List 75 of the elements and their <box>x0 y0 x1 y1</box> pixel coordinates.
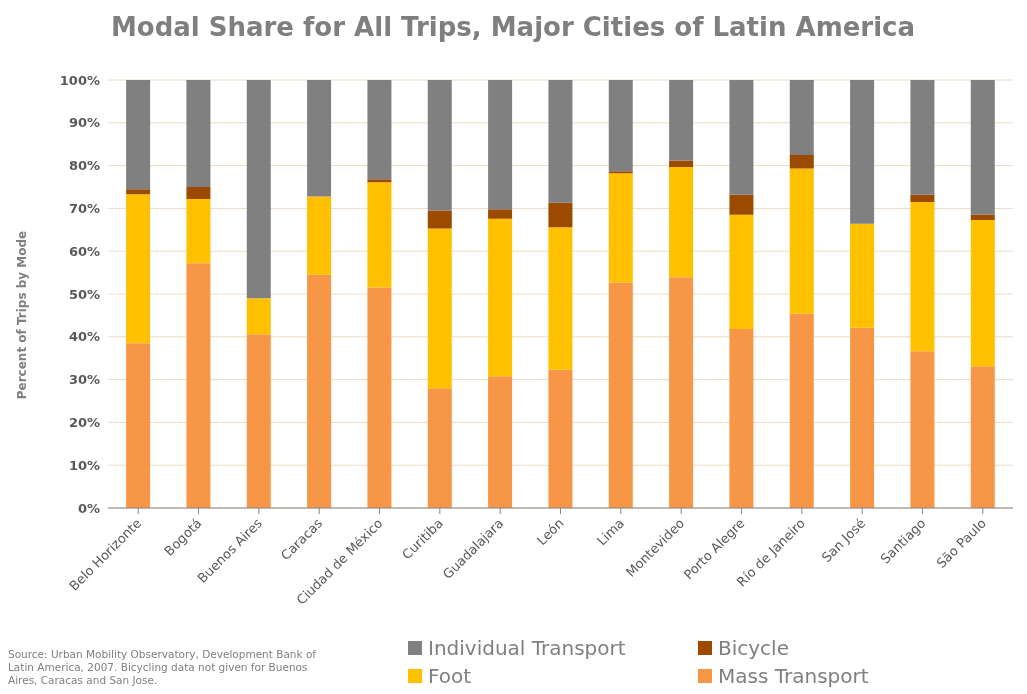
bar <box>789 154 814 169</box>
bar <box>548 369 573 508</box>
bar <box>126 189 151 195</box>
bar <box>669 277 694 508</box>
bar <box>970 366 995 508</box>
legend-label: Bicycle <box>718 636 789 660</box>
bar <box>126 80 151 190</box>
bar <box>307 274 332 508</box>
legend-label: Foot <box>428 664 472 688</box>
bar <box>307 80 332 197</box>
bar <box>246 298 271 335</box>
y-tick-label: 20% <box>68 415 100 431</box>
bar <box>488 209 513 219</box>
bar <box>850 327 875 508</box>
bar <box>427 80 452 211</box>
bar <box>367 182 392 288</box>
y-tick-label: 30% <box>68 372 100 388</box>
bar <box>367 179 392 183</box>
bar <box>548 202 573 228</box>
bar <box>729 80 754 195</box>
y-tick-label: 40% <box>68 329 100 345</box>
bar <box>850 80 875 224</box>
bar <box>548 80 573 203</box>
bar <box>850 223 875 328</box>
bar <box>789 80 814 155</box>
bar <box>307 196 332 275</box>
bar <box>789 168 814 314</box>
bar <box>246 334 271 508</box>
bar <box>186 263 211 508</box>
bar <box>669 80 694 161</box>
bar <box>427 228 452 389</box>
bar <box>126 194 151 344</box>
legend-label: Individual Transport <box>428 636 626 660</box>
bar <box>608 171 633 174</box>
y-tick-label: 80% <box>68 158 100 174</box>
y-tick-label: 60% <box>68 243 100 259</box>
bar <box>488 218 513 377</box>
y-tick-label: 50% <box>68 286 100 302</box>
bar <box>367 80 392 180</box>
bar <box>970 214 995 220</box>
y-axis-title: Percent of Trips by Mode <box>15 229 29 402</box>
bar <box>608 80 633 172</box>
bar <box>669 166 694 278</box>
bar <box>729 329 754 508</box>
bar <box>970 80 995 215</box>
bar <box>729 214 754 330</box>
y-tick-label: 90% <box>68 115 100 131</box>
y-tick-label: 70% <box>68 201 100 217</box>
y-tick-label: 10% <box>68 457 100 473</box>
y-tick-label: 0% <box>77 500 100 516</box>
bar <box>126 343 151 508</box>
bar <box>729 194 754 215</box>
bar <box>186 187 211 199</box>
bar <box>910 351 935 508</box>
bar <box>608 282 633 508</box>
bar <box>427 210 452 229</box>
bar <box>246 80 271 299</box>
bar <box>910 80 935 195</box>
bar <box>488 80 513 210</box>
bar <box>427 388 452 508</box>
bar <box>367 287 392 508</box>
bar <box>548 227 573 370</box>
bar <box>970 219 995 367</box>
bar <box>488 376 513 508</box>
source-note: Source: Urban Mobility Observatory, Development Bank of Latin America, 2007. Bicycling data not given for Buenos Aires, Caracas and San Jose. <box>8 648 318 687</box>
legend-label: Mass Transport <box>718 664 869 688</box>
bar <box>186 80 211 187</box>
bar <box>669 160 694 167</box>
bar <box>789 313 814 508</box>
chart-title: Modal Share for All Trips, Major Cities of Latin America <box>109 12 917 42</box>
bar <box>608 173 633 283</box>
bar <box>910 194 935 202</box>
bar <box>186 198 211 264</box>
y-tick-label: 100% <box>59 72 100 88</box>
bar <box>910 201 935 352</box>
